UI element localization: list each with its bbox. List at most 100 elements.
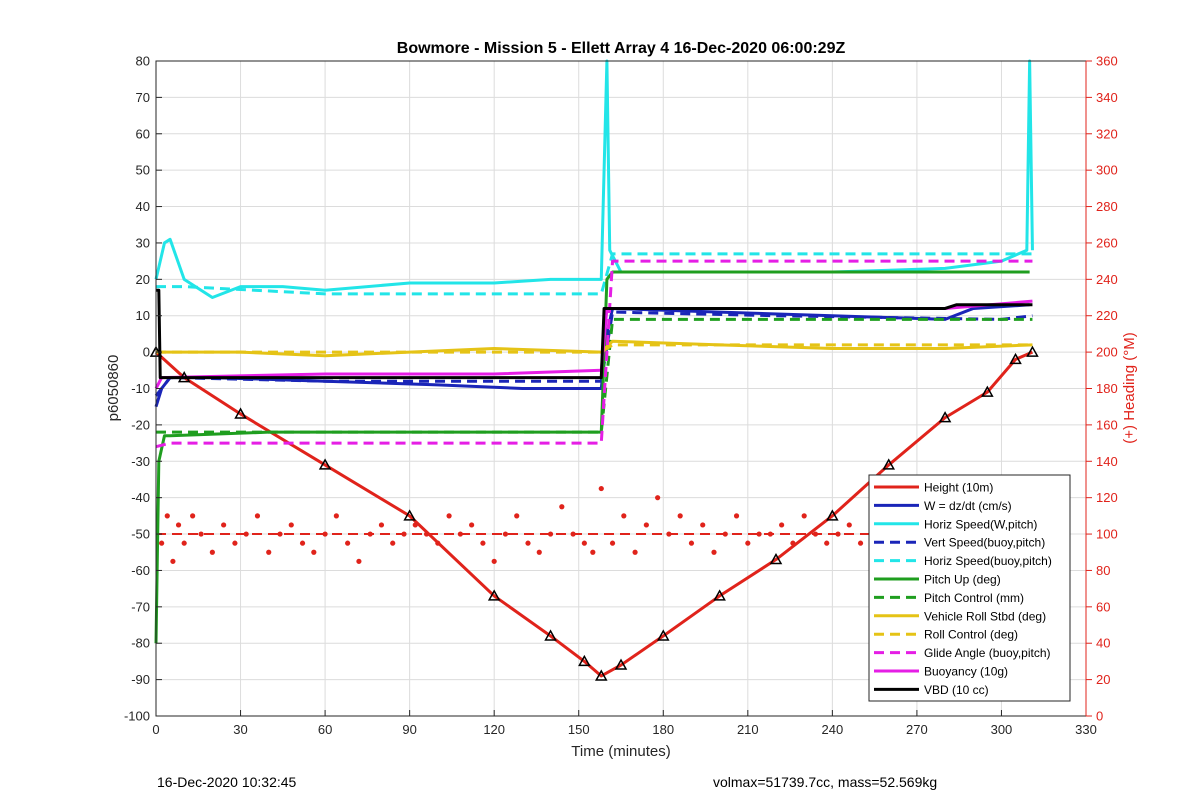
heading-point <box>722 531 728 537</box>
y-tick-label-right: 120 <box>1096 490 1118 505</box>
y-tick-label-left: -80 <box>131 636 150 651</box>
x-tick-label: 330 <box>1075 722 1097 737</box>
y-tick-label-right: 80 <box>1096 563 1110 578</box>
y-tick-label-left: -10 <box>131 381 150 396</box>
heading-point <box>643 522 649 528</box>
y-tick-label-left: -20 <box>131 417 150 432</box>
series-line <box>156 343 1033 354</box>
heading-point <box>277 531 283 537</box>
heading-point <box>677 513 683 519</box>
x-tick-label: 30 <box>233 722 247 737</box>
heading-point <box>164 513 170 519</box>
heading-point <box>733 513 740 519</box>
legend-entry: Horiz Speed(buoy,pitch) <box>924 554 1052 568</box>
heading-point <box>378 522 385 528</box>
height-marker <box>403 509 416 521</box>
heading-point <box>480 540 486 546</box>
x-tick-label: 0 <box>152 722 159 737</box>
heading-point <box>536 549 542 555</box>
heading-point <box>288 522 294 528</box>
legend-box <box>868 474 1071 702</box>
height-marker <box>234 407 247 419</box>
series-line <box>154 299 1033 390</box>
height-marker <box>769 552 783 565</box>
heading-point <box>857 540 864 546</box>
height-marker <box>594 669 608 681</box>
heading-point <box>621 513 627 519</box>
heading-point <box>311 549 317 555</box>
series-line <box>154 303 1030 408</box>
y-tick-label-left: -90 <box>131 672 150 687</box>
y-tick-label-right: 280 <box>1096 199 1118 214</box>
heading-point <box>632 549 638 555</box>
y-tick-label-right: 60 <box>1096 599 1110 614</box>
y-tick-label-right: 20 <box>1096 672 1110 687</box>
heading-point <box>190 513 196 519</box>
heading-point <box>170 558 176 564</box>
height-marker <box>578 654 591 667</box>
y-tick-label-right: 40 <box>1096 636 1110 651</box>
y-tick-label-right: 0 <box>1096 709 1103 724</box>
heading-point <box>333 513 339 519</box>
height-marker <box>656 629 670 641</box>
footer-timestamp: 16-Dec-2020 10:32:45 <box>157 774 297 790</box>
y-tick-label-left: 80 <box>136 54 150 69</box>
heading-point <box>767 531 773 537</box>
plot-series <box>149 59 1039 681</box>
heading-point <box>299 540 306 546</box>
y-tick-label-left: -100 <box>124 709 150 724</box>
legend-entry: Height (10m) <box>924 481 993 495</box>
legend-entry: Buoyancy (10g) <box>924 665 1008 679</box>
heading-point <box>655 495 661 501</box>
heading-point <box>181 540 187 546</box>
series-line <box>156 252 1033 296</box>
heading-point <box>581 540 587 546</box>
heading-point <box>502 531 509 537</box>
y-tick-label-left: -60 <box>131 563 150 578</box>
heading-point <box>570 531 576 537</box>
x-axis-label: Time (minutes) <box>571 743 670 760</box>
x-tick-label: 90 <box>402 722 416 737</box>
heading-point <box>559 504 565 510</box>
heading-point <box>390 540 396 546</box>
heading-point <box>221 522 227 528</box>
legend-entry: Roll Control (deg) <box>924 628 1018 642</box>
y-tick-label-right: 140 <box>1096 454 1118 469</box>
legend-entry: Pitch Control (mm) <box>924 591 1024 605</box>
heading-point <box>756 531 762 537</box>
x-tick-label: 180 <box>652 722 674 737</box>
heading-point <box>547 531 554 537</box>
heading-point <box>345 540 351 546</box>
y-tick-label-left: -30 <box>131 454 150 469</box>
heading-point <box>209 549 215 555</box>
chart: Bowmore - Mission 5 - Ellett Array 4 16-… <box>105 40 1138 760</box>
y-tick-label-left: 50 <box>136 163 150 178</box>
height-marker <box>1026 345 1039 357</box>
height-marker <box>713 589 726 601</box>
y-tick-label-left: 60 <box>136 126 150 141</box>
series-line <box>155 259 1033 449</box>
y-tick-label-right: 340 <box>1096 90 1118 105</box>
heading-point <box>457 531 463 537</box>
series-line <box>154 350 1034 678</box>
heading-point <box>322 531 328 537</box>
height-marker <box>487 589 501 601</box>
heading-point <box>801 513 807 519</box>
height-marker <box>981 385 994 397</box>
series-line <box>156 317 1033 434</box>
y-tick-label-left: -70 <box>131 599 150 614</box>
height-marker <box>1009 352 1022 365</box>
heading-point <box>243 531 249 537</box>
heading-point <box>469 522 475 528</box>
y-tick-label-left: 20 <box>136 272 150 287</box>
legend-entry: W = dz/dt (cm/s) <box>924 499 1012 513</box>
y-tick-label-left: 30 <box>136 235 150 250</box>
legend-entry: Glide Angle (buoy,pitch) <box>924 646 1051 660</box>
y-tick-label-left: 40 <box>136 199 150 214</box>
footer-volmax-mass: volmax=51739.7cc, mass=52.569kg <box>713 774 938 790</box>
heading-point <box>254 513 261 519</box>
height-marker <box>938 411 952 423</box>
y-tick-label-right: 320 <box>1096 126 1118 141</box>
height-marker <box>318 458 332 470</box>
x-tick-label: 300 <box>991 722 1013 737</box>
